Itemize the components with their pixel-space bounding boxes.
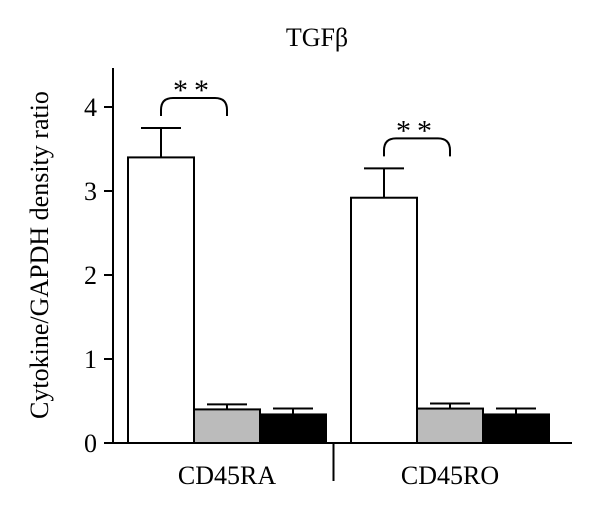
bar	[127, 156, 195, 444]
x-tick-label: CD45RA	[178, 461, 276, 490]
bar	[350, 196, 418, 444]
chart-title: TGFβ	[286, 23, 348, 52]
y-axis-label: Cytokine/GAPDH density ratio	[25, 91, 54, 419]
significance-bracket	[383, 137, 451, 157]
y-tick-label: 2	[84, 261, 97, 290]
y-tick-label: 4	[84, 93, 97, 122]
bar	[193, 408, 261, 444]
significance-label: **	[396, 114, 438, 147]
significance-bracket	[160, 97, 228, 116]
y-tick-label: 3	[84, 177, 97, 206]
y-tick-label: 0	[84, 429, 97, 458]
y-tick-label: 1	[84, 345, 97, 374]
significance-label: **	[173, 74, 215, 107]
bar	[259, 413, 327, 445]
bar	[482, 413, 550, 445]
bar	[416, 407, 484, 444]
x-tick-label: CD45RO	[401, 461, 499, 490]
plot-area: 0 1 2 3 4 CD45RA CD45RO ** **	[84, 68, 572, 490]
